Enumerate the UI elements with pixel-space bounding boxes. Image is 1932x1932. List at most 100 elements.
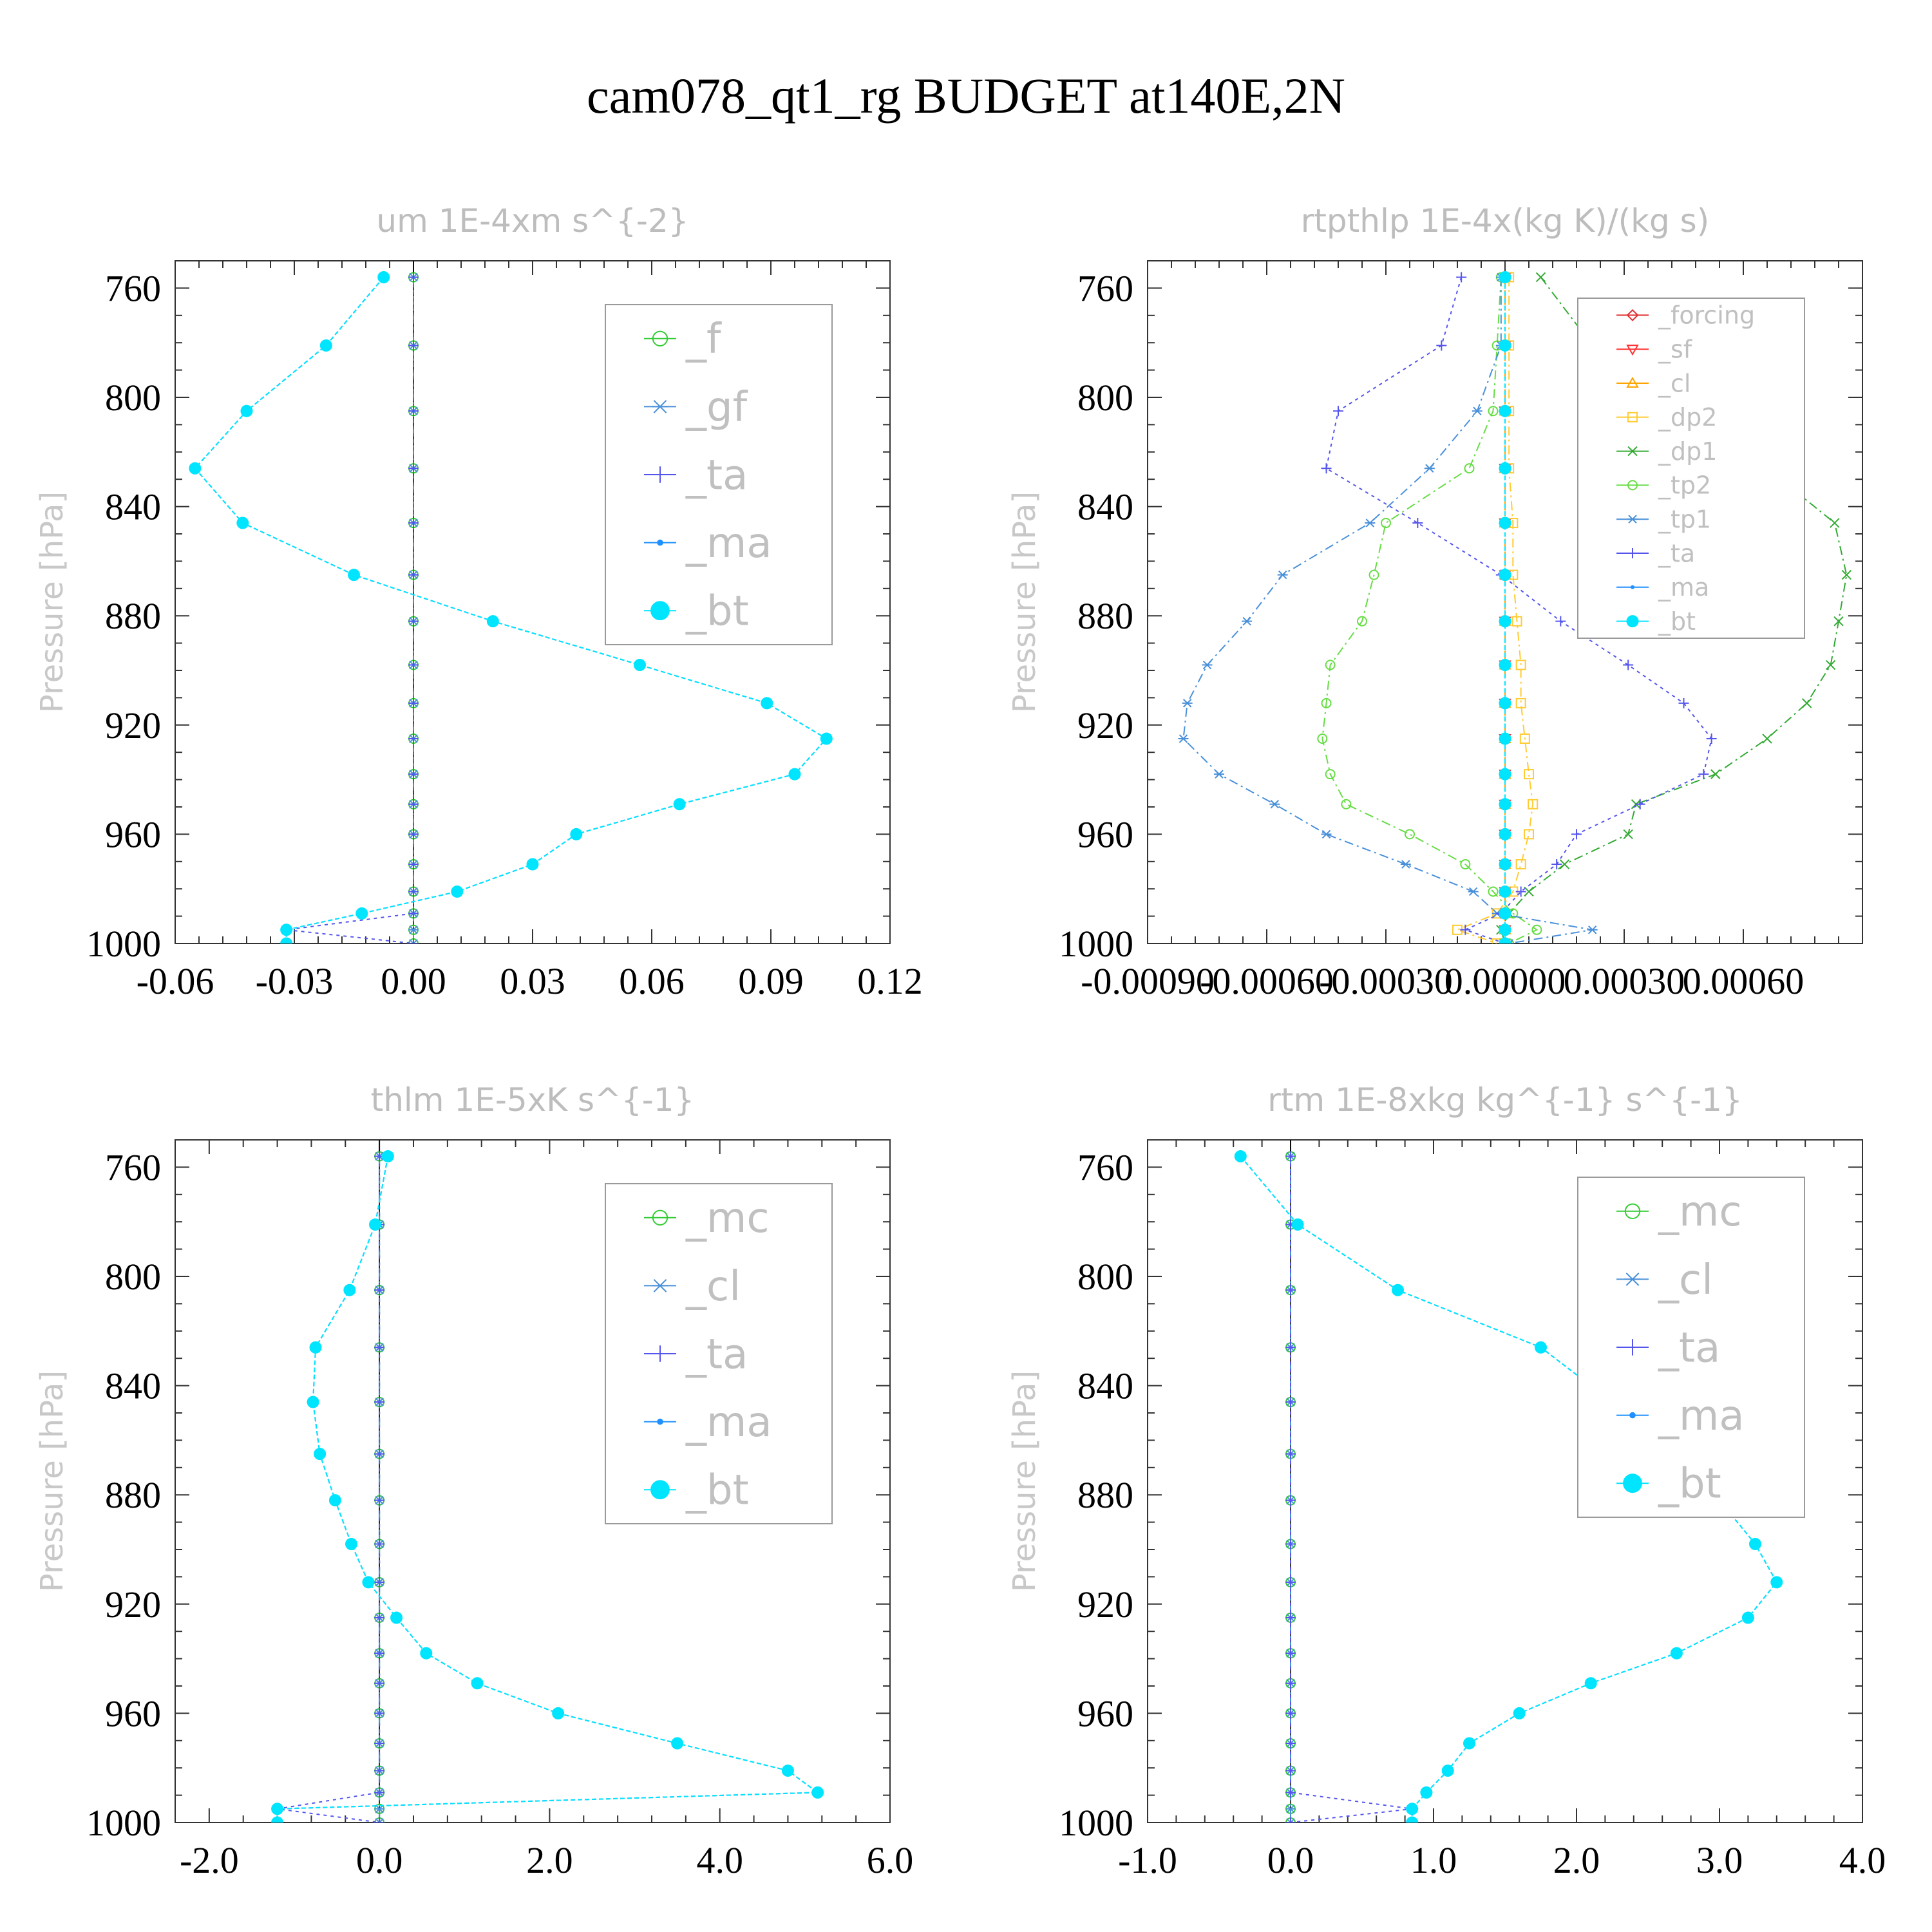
data-point bbox=[374, 1787, 385, 1798]
data-point bbox=[1524, 829, 1534, 840]
legend-entry: _dp1 bbox=[1616, 437, 1717, 466]
x-tick-label: 0.03 bbox=[500, 960, 565, 1002]
y-tick-label: 800 bbox=[1077, 1256, 1133, 1298]
data-point bbox=[1291, 1218, 1304, 1231]
data-point bbox=[1499, 462, 1511, 475]
data-point bbox=[374, 1817, 385, 1823]
legend-label: _tp1 bbox=[1658, 506, 1711, 534]
y-tick-label: 1000 bbox=[86, 1802, 161, 1844]
legend-entry: _tp2 bbox=[1616, 471, 1711, 500]
legend-marker bbox=[1627, 515, 1638, 524]
data-point bbox=[1499, 937, 1511, 943]
x-axis: -1.0 0.0 1.0 2.0 3.0 4.0 bbox=[1118, 1140, 1886, 1881]
legend-marker bbox=[657, 1418, 663, 1425]
legend-entry: _ma bbox=[644, 1399, 772, 1446]
chart-panel-4: rtm 1E-8xkg kg^{-1} s^{-1} Pressure [hPa]… bbox=[1007, 1081, 1886, 1881]
legend-label: _ma bbox=[685, 1399, 772, 1446]
y-tick-label: 840 bbox=[105, 486, 161, 528]
data-point bbox=[1670, 1647, 1683, 1660]
data-point bbox=[408, 616, 419, 627]
data-point bbox=[408, 463, 419, 474]
data-point bbox=[634, 659, 646, 672]
data-point bbox=[811, 1786, 824, 1799]
data-point bbox=[1285, 1613, 1296, 1623]
data-point bbox=[328, 1494, 341, 1507]
y-tick-label: 880 bbox=[105, 595, 161, 637]
data-point bbox=[1499, 569, 1511, 582]
data-point bbox=[1178, 734, 1189, 743]
data-point bbox=[1333, 406, 1343, 417]
data-point bbox=[309, 1341, 322, 1354]
data-point bbox=[271, 1816, 284, 1823]
data-point bbox=[348, 569, 360, 582]
legend-marker bbox=[1627, 548, 1638, 558]
y-tick-label: 840 bbox=[105, 1365, 161, 1407]
series-ta bbox=[1285, 1151, 1417, 1823]
data-point bbox=[781, 1764, 794, 1777]
data-point bbox=[374, 1648, 385, 1659]
data-point bbox=[1285, 1495, 1296, 1506]
data-point bbox=[1285, 1787, 1296, 1798]
data-point bbox=[471, 1677, 484, 1690]
data-point bbox=[1555, 616, 1566, 627]
series-line bbox=[1290, 1156, 1412, 1823]
data-point bbox=[1749, 1538, 1761, 1551]
data-point bbox=[1741, 1611, 1754, 1624]
data-point bbox=[1492, 938, 1502, 943]
legend-marker bbox=[1624, 1203, 1641, 1220]
data-point bbox=[408, 925, 419, 934]
legend-marker bbox=[650, 601, 670, 621]
data-point bbox=[1321, 463, 1332, 474]
data-point bbox=[1499, 907, 1511, 920]
figure-title: cam078_qt1_rg BUDGET at140E,2N bbox=[587, 68, 1345, 124]
legend-label: _ma bbox=[1658, 573, 1709, 601]
data-point bbox=[1285, 1648, 1296, 1659]
legend-label: _cl bbox=[685, 1263, 741, 1311]
data-point bbox=[408, 829, 419, 840]
data-point bbox=[1242, 616, 1253, 626]
data-point bbox=[1833, 616, 1844, 627]
data-point bbox=[1285, 1539, 1296, 1549]
y-tick-label: 920 bbox=[105, 705, 161, 746]
data-point bbox=[1405, 829, 1415, 840]
data-point bbox=[1830, 518, 1840, 528]
data-point bbox=[420, 1647, 433, 1660]
legend: _mc _cl _ta _ma _bt bbox=[1577, 1177, 1805, 1518]
x-axis: -0.00090-0.00060-0.000300.000000.000300.… bbox=[1081, 261, 1863, 1002]
series-line bbox=[1182, 277, 1593, 943]
y-tick-label: 920 bbox=[1077, 705, 1133, 746]
data-point bbox=[408, 769, 419, 780]
x-tick-label: 0.06 bbox=[619, 960, 685, 1002]
plot-area bbox=[271, 1140, 824, 1823]
legend-marker bbox=[1624, 1273, 1641, 1286]
data-point bbox=[1285, 1151, 1296, 1162]
legend-entry: _ta bbox=[1616, 1324, 1720, 1372]
y-tick-label: 960 bbox=[1077, 1692, 1133, 1734]
y-axis-label: Pressure [hPa] bbox=[34, 491, 70, 713]
plot-frame bbox=[1147, 1139, 1863, 1823]
data-point bbox=[1515, 859, 1526, 870]
data-point bbox=[486, 615, 499, 628]
data-point bbox=[1499, 659, 1511, 672]
data-point bbox=[1460, 859, 1471, 870]
series-line bbox=[1240, 1155, 1778, 1823]
data-point bbox=[1499, 732, 1511, 745]
data-point bbox=[408, 272, 419, 283]
data-point bbox=[1269, 800, 1280, 809]
legend-label: _bt bbox=[1658, 1461, 1721, 1508]
data-point bbox=[408, 697, 419, 708]
data-point bbox=[570, 828, 583, 840]
x-tick-label: -2.0 bbox=[180, 1839, 239, 1881]
data-point bbox=[408, 886, 419, 897]
legend-entry: _bt bbox=[644, 1467, 749, 1515]
data-point bbox=[1524, 886, 1534, 897]
data-point bbox=[1285, 1448, 1296, 1459]
y-axis: 760 800 840 880 920 960 1000 bbox=[86, 1146, 890, 1844]
legend-label: _bt bbox=[685, 588, 749, 636]
data-point bbox=[374, 1577, 385, 1587]
legend-marker bbox=[652, 1345, 668, 1362]
data-point bbox=[408, 569, 419, 580]
y-tick-label: 760 bbox=[105, 267, 161, 309]
x-tick-label: -0.06 bbox=[137, 960, 214, 1002]
data-point bbox=[355, 907, 368, 920]
